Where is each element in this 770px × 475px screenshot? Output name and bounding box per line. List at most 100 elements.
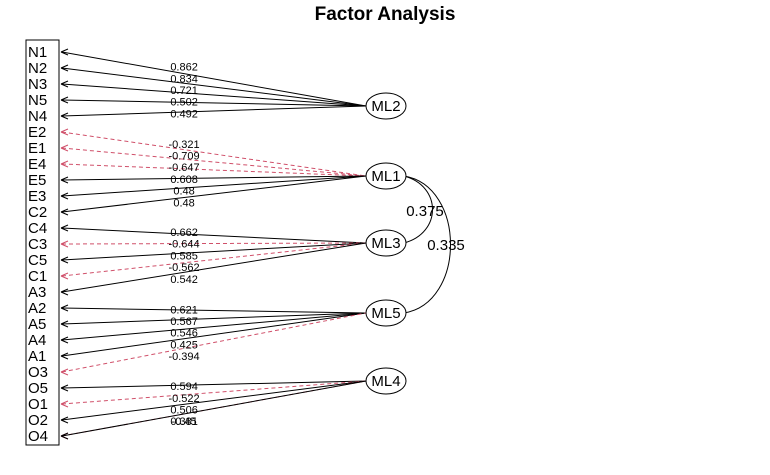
loading-label: 0.834 <box>170 73 198 85</box>
loading-path <box>61 51 367 107</box>
loading-path <box>61 105 367 117</box>
loading-label: 0.546 <box>170 328 198 340</box>
arrow-head <box>60 336 69 344</box>
loading-label: 0.621 <box>170 304 198 316</box>
variable-label: N3 <box>28 76 47 93</box>
loading-path <box>61 83 367 107</box>
factor-node <box>365 162 407 190</box>
variable-label: O2 <box>28 412 48 429</box>
loading-path <box>61 312 367 341</box>
arrow-head <box>60 320 69 328</box>
loading-label: 0.662 <box>170 227 198 239</box>
arrow-head <box>60 400 69 408</box>
arrow-head <box>60 416 69 424</box>
arrow-head <box>60 304 69 312</box>
arrow-head <box>60 288 69 296</box>
loading-label: -0.644 <box>168 239 199 251</box>
loading-path <box>61 175 367 213</box>
loading-label: 0.502 <box>170 97 198 109</box>
variable-label: N2 <box>28 60 47 77</box>
loading-path <box>61 307 367 314</box>
arrow-head <box>60 256 69 264</box>
loading-path <box>61 312 367 325</box>
correlation-label: 0.335 <box>427 237 465 254</box>
loading-label: 0.48 <box>173 197 194 209</box>
loading-path <box>61 242 367 277</box>
correlation-arc <box>403 175 451 314</box>
arrow-head <box>60 384 69 392</box>
factor-label: ML5 <box>371 305 400 322</box>
loading-label: 0.585 <box>170 250 198 262</box>
arrow-head <box>60 208 69 216</box>
variable-label: C3 <box>28 236 47 253</box>
loading-label: -0.647 <box>168 162 199 174</box>
loading-label: 0.594 <box>170 381 198 393</box>
factor-node <box>365 367 407 395</box>
loading-label: -0.45 <box>172 416 197 428</box>
loading-labels: 0.8620.8340.7210.5020.492-0.321-0.709-0.… <box>168 62 199 429</box>
loading-label: 0.721 <box>170 85 198 97</box>
variables-box <box>25 39 60 446</box>
arrow-head <box>60 240 69 248</box>
loading-label: -0.394 <box>168 351 199 363</box>
arrow-head <box>60 368 69 376</box>
variable-label: N5 <box>28 92 47 109</box>
loading-label: 0.542 <box>170 274 198 286</box>
variable-label: O1 <box>28 396 48 413</box>
loading-path <box>61 312 367 357</box>
factor-correlations: 0.375 0.335 <box>403 175 465 314</box>
loading-label: 0.862 <box>170 62 198 74</box>
loading-path <box>61 67 367 107</box>
loading-path <box>61 242 367 261</box>
variable-label: O5 <box>28 380 48 397</box>
loading-path <box>61 242 367 245</box>
variable-label: O3 <box>28 364 48 381</box>
variable-label: A1 <box>28 348 46 365</box>
variable-label: A4 <box>28 332 46 349</box>
loading-path <box>61 147 367 177</box>
factor-label: ML4 <box>371 373 400 390</box>
variable-label: A3 <box>28 284 46 301</box>
factor-label: ML1 <box>371 168 400 185</box>
factor-nodes: ML2 ML1 ML3 ML5 ML4 <box>365 92 407 395</box>
loading-label: 0.567 <box>170 316 198 328</box>
arrow-head <box>60 160 69 168</box>
variable-label: C1 <box>28 268 47 285</box>
loading-label: -0.321 <box>168 139 199 151</box>
loading-label: -0.562 <box>168 262 199 274</box>
variable-label: E2 <box>28 124 46 141</box>
loading-label: 0.48 <box>173 186 194 198</box>
variable-label: E1 <box>28 140 46 157</box>
variable-label: E3 <box>28 188 46 205</box>
variable-label: O4 <box>28 428 48 445</box>
loading-paths <box>60 48 367 440</box>
factor-label: ML3 <box>371 235 400 252</box>
arrow-head <box>60 48 69 56</box>
loading-path <box>61 175 367 197</box>
arrow-head <box>60 224 69 232</box>
loading-path <box>61 242 367 293</box>
loading-label: 0.381 <box>170 416 198 428</box>
loading-path <box>61 380 367 405</box>
arrow-head <box>60 272 69 280</box>
arrow-head <box>60 112 69 120</box>
factor-node <box>365 229 407 257</box>
loading-path <box>61 227 367 244</box>
variable-label: E4 <box>28 156 46 173</box>
loading-label: 0.506 <box>170 404 198 416</box>
factor-label: ML2 <box>371 98 400 115</box>
arrow-head <box>60 96 69 104</box>
arrow-head <box>60 192 69 200</box>
factor-node <box>365 92 407 120</box>
loading-path <box>61 380 367 437</box>
correlation-arc <box>403 175 433 244</box>
arrow-head <box>60 176 69 184</box>
variable-label: A2 <box>28 300 46 317</box>
loading-path <box>61 99 367 107</box>
loading-label: 0.425 <box>170 339 198 351</box>
variable-label: C4 <box>28 220 47 237</box>
loading-label: -0.709 <box>168 151 199 163</box>
variable-label: C2 <box>28 204 47 221</box>
diagram-title: Factor Analysis <box>315 4 456 25</box>
